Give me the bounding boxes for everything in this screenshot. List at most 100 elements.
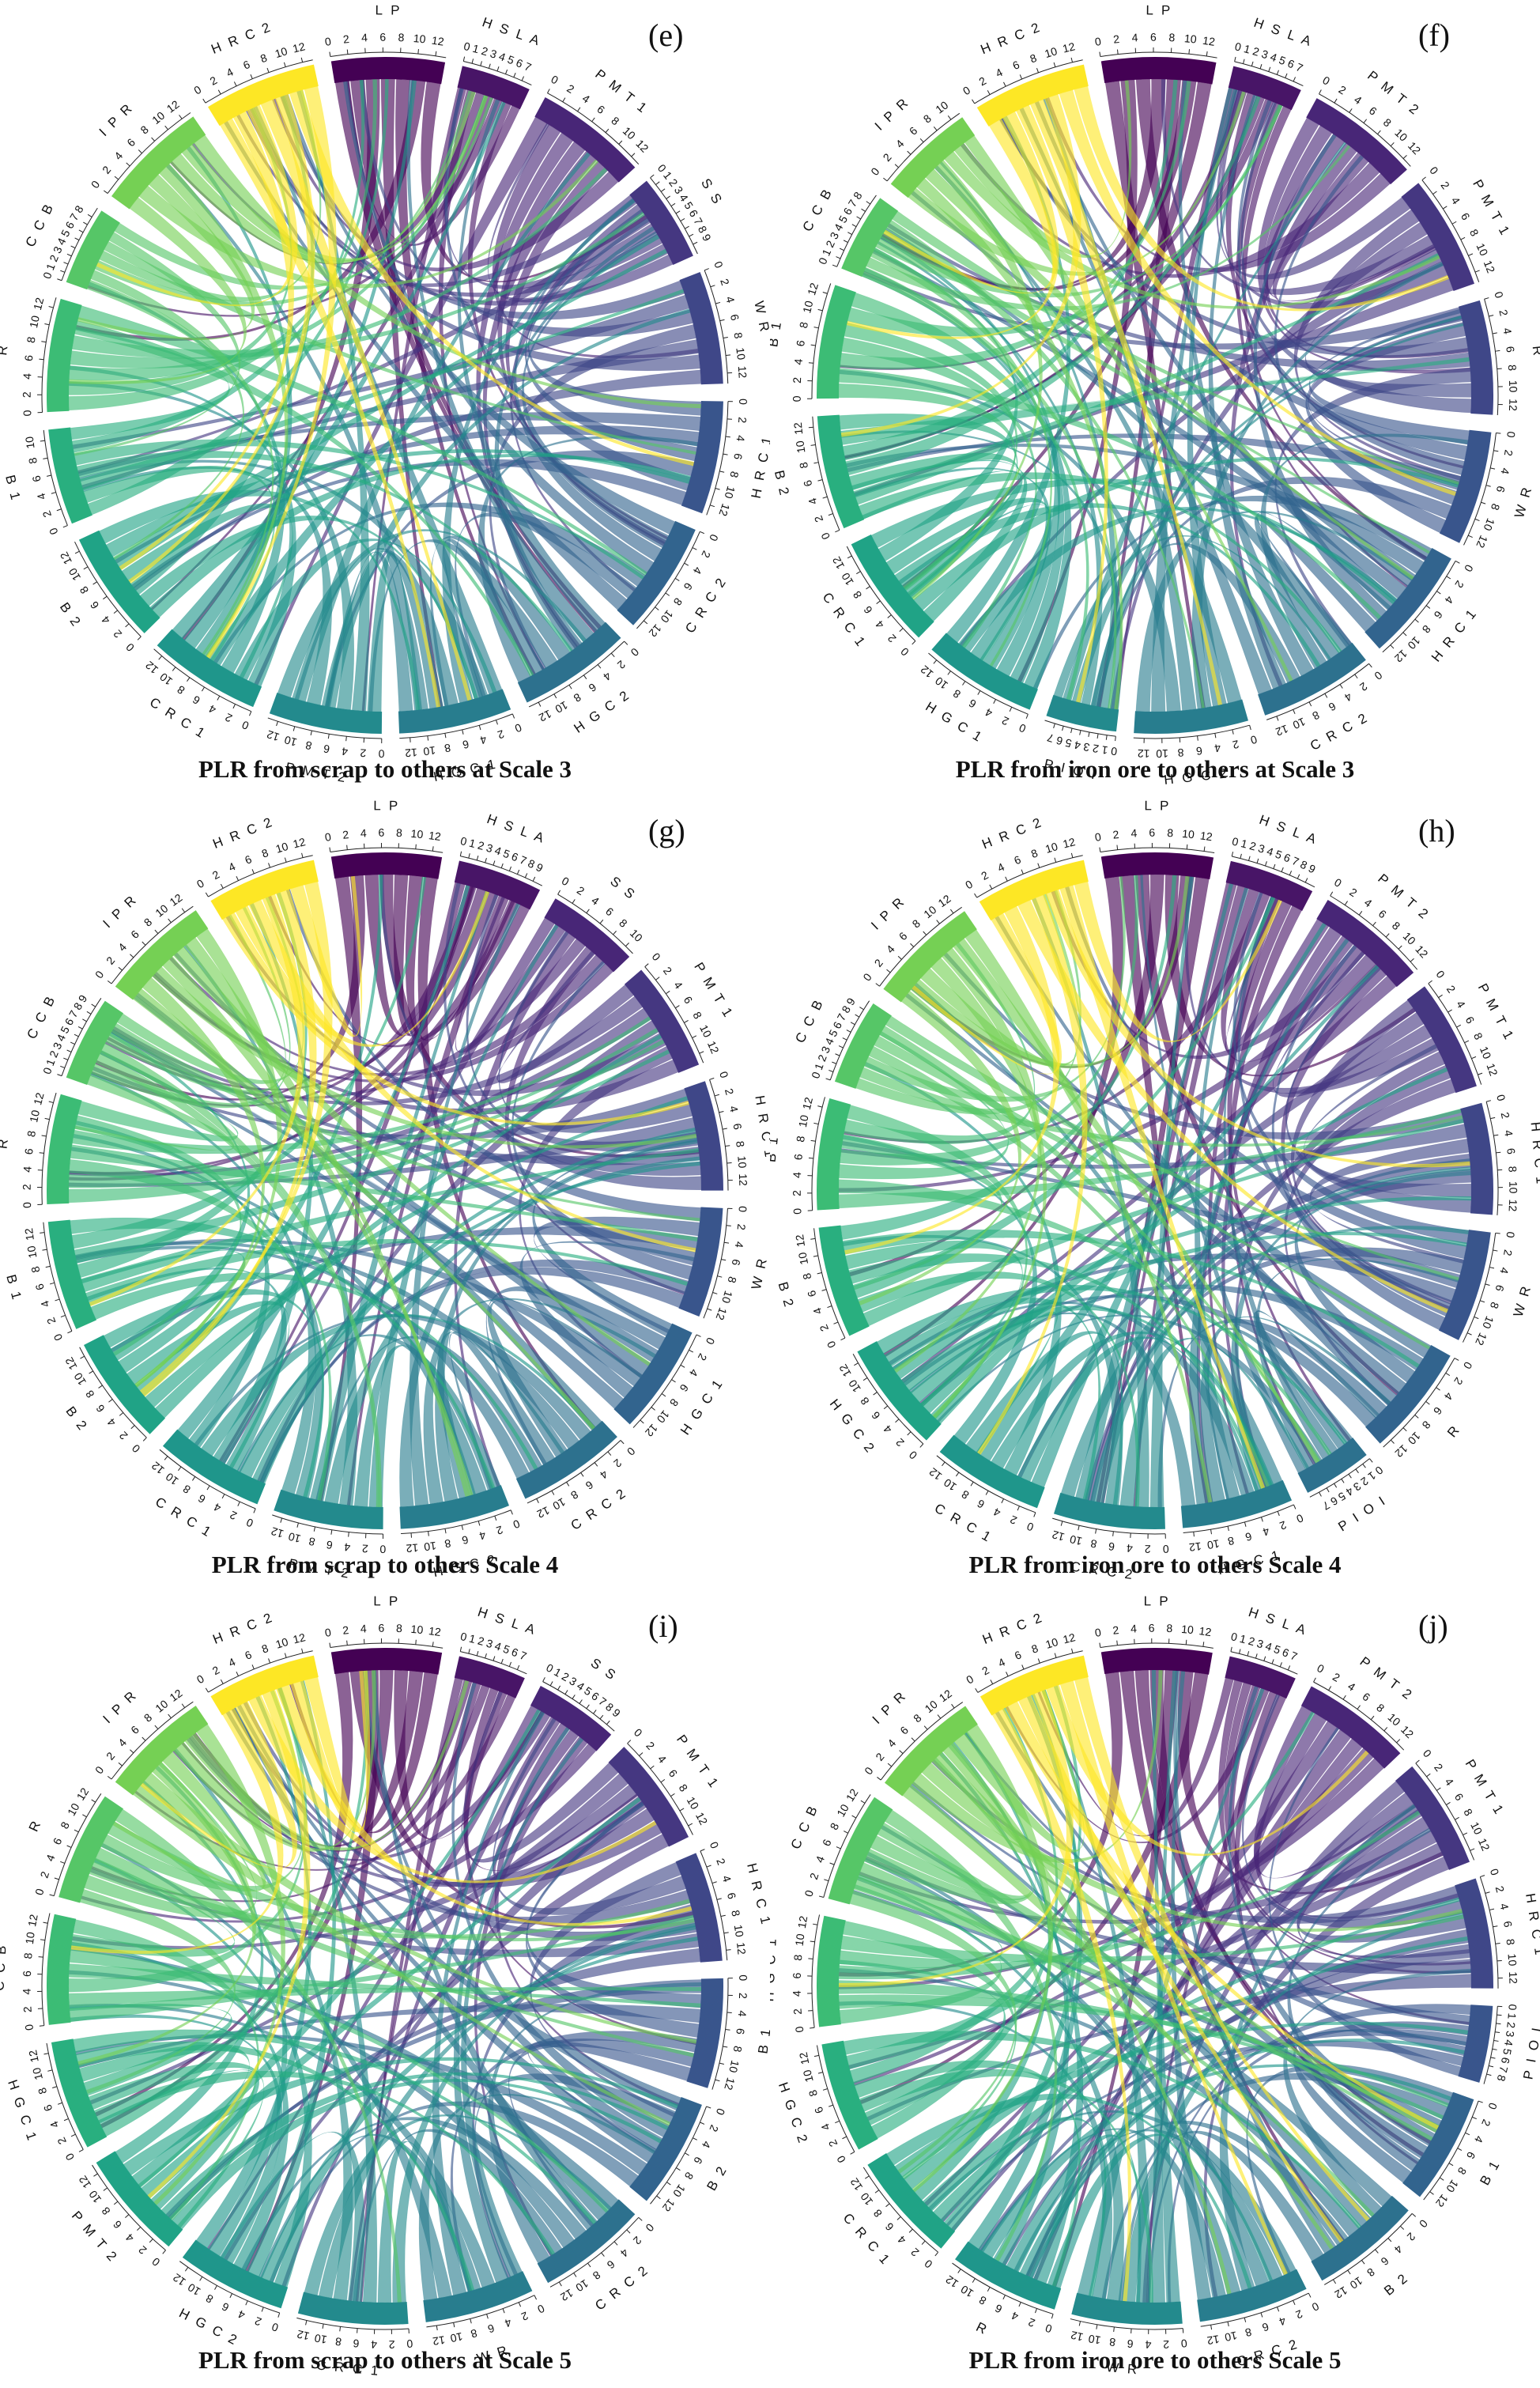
tick-hgc1 xyxy=(661,1393,666,1397)
tick-label-hgc1: 0 xyxy=(1294,1512,1305,1526)
tick-ccb xyxy=(855,1014,860,1018)
tick-b2 xyxy=(1375,2249,1379,2254)
tick-label-ipr: 0 xyxy=(862,1764,876,1777)
tick-label-hrc1: 12 xyxy=(716,502,732,518)
tick-label-hsla: 0 xyxy=(459,834,468,848)
tick-pmt2 xyxy=(1342,1695,1346,1700)
tick-label-b2: 6 xyxy=(801,478,814,488)
tick-label-hgc2: 2 xyxy=(893,1436,907,1449)
tick-label-hgc2: 10 xyxy=(800,2069,815,2084)
tick-pmt1 xyxy=(692,1035,697,1038)
tick-label-ipr: 4 xyxy=(111,149,125,163)
tick-label-hrc2: 6 xyxy=(1010,58,1021,72)
tick-label-pioi: 7 xyxy=(1497,2065,1510,2073)
tick-label-r: 8 xyxy=(1506,365,1519,372)
tick-wr xyxy=(436,2325,438,2331)
sector-lp xyxy=(1100,56,1217,85)
axis-line-ipr xyxy=(111,1701,194,1780)
chord-hrc2-to-b2 xyxy=(1018,1695,1344,2243)
tick-label-ipr: 6 xyxy=(896,929,910,943)
sector-label-ccb: C C B xyxy=(23,200,58,250)
tick-wr xyxy=(502,2308,505,2314)
tick-hsla xyxy=(488,63,491,69)
tick-label-wr: 10 xyxy=(734,347,748,361)
sector-label-wr: W R xyxy=(1511,1283,1534,1319)
tick-label-crc1: 10 xyxy=(157,671,175,688)
tick-ccb xyxy=(82,1018,87,1022)
tick-label-crc2: 4 xyxy=(1342,690,1354,705)
tick-hrc1 xyxy=(1485,1891,1490,1894)
tick-label-hrc1: 12 xyxy=(737,1173,749,1186)
sector-label-b2: B 2 xyxy=(1381,2269,1412,2299)
tick-label-b2: 12 xyxy=(1332,2284,1349,2301)
tick-label-crc2: 0 xyxy=(1310,2299,1321,2314)
tick-ccb xyxy=(66,253,72,257)
axis-line-hgc2 xyxy=(179,2261,280,2314)
tick-b2 xyxy=(685,2152,689,2156)
tick-label-crc1: 2 xyxy=(388,2338,394,2351)
axis-line-hgc1 xyxy=(928,652,1029,715)
tick-label-hsla: 0 xyxy=(1231,835,1240,848)
tick-label-pmt2: 10 xyxy=(86,2188,104,2205)
tick-b1 xyxy=(40,440,45,442)
tick-label-b1: 10 xyxy=(23,436,37,450)
tick-label-b2: 0 xyxy=(1417,2217,1430,2231)
tick-b2 xyxy=(828,513,833,516)
tick-pmt2 xyxy=(1370,1715,1375,1721)
axis-line-b2 xyxy=(812,416,840,531)
sector-hgc1 xyxy=(931,633,1038,710)
tick-ss xyxy=(666,195,670,199)
tick-lp xyxy=(1116,1640,1118,1646)
chord-ipr-to-hgc2 xyxy=(893,947,1042,1373)
sector-hsla xyxy=(1228,66,1301,111)
sector-pmt2 xyxy=(269,692,383,734)
tick-ccb xyxy=(851,1815,857,1819)
axis-line-crc2 xyxy=(1266,663,1369,720)
panel-letter: (j) xyxy=(1418,1608,1448,1644)
tick-ccb xyxy=(859,1007,864,1011)
tick-label-crc2: 4 xyxy=(1278,2314,1288,2329)
tick-hsla xyxy=(476,1650,479,1657)
tick-label-hgc2: 6 xyxy=(869,1409,882,1422)
tick-pmt2 xyxy=(313,1526,316,1532)
tick-ipr xyxy=(138,149,142,154)
tick-label-hgc2: 8 xyxy=(858,1395,872,1407)
tick-label-pmt1: 0 xyxy=(1433,968,1448,981)
tick-pmt2 xyxy=(1372,921,1376,927)
sector-label-lp: L P xyxy=(1146,2,1172,17)
tick-label-pmt1: 4 xyxy=(1454,999,1468,1011)
tick-pioi xyxy=(1070,727,1073,734)
tick-r xyxy=(54,1877,59,1880)
sector-label-hgc2: H G C 2 xyxy=(776,2080,811,2147)
axis-line-hsla xyxy=(460,1651,527,1675)
tick-label-hsla: 1 xyxy=(1240,837,1249,850)
tick-label-hgc1: 2 xyxy=(1278,1518,1288,1532)
tick-b1 xyxy=(1465,2132,1470,2136)
tick-label-b1: 8 xyxy=(797,320,810,329)
tick-label-crc1: 10 xyxy=(942,1476,959,1494)
tick-b1 xyxy=(813,1122,819,1125)
sector-label-hrc1: H R C 1 xyxy=(1527,1121,1540,1187)
tick-hgc2 xyxy=(835,2120,840,2124)
tick-label-b2: 0 xyxy=(130,1441,143,1455)
tick-crc2 xyxy=(580,1472,584,1477)
tick-pmt1 xyxy=(1442,206,1448,210)
tick-label-ccb: 0 xyxy=(40,270,55,281)
tick-label-hgc1: 0 xyxy=(1017,721,1027,735)
tick-b2 xyxy=(108,1399,113,1403)
tick-ccb xyxy=(38,1956,43,1958)
tick-hsla xyxy=(508,866,512,871)
tick-hgc2 xyxy=(583,674,587,679)
tick-hrc2 xyxy=(974,893,978,898)
panel-letter: (g) xyxy=(648,813,685,848)
axis-line-hgc2 xyxy=(1133,724,1250,739)
tick-label-hrc1: 12 xyxy=(1507,1199,1520,1211)
tick-label-lp: 10 xyxy=(1181,1623,1195,1636)
tick-hgc2 xyxy=(199,2277,203,2281)
tick-crc1 xyxy=(942,1461,946,1467)
tick-hsla xyxy=(532,876,536,882)
tick-pioi xyxy=(1495,2031,1500,2034)
tick-label-wr: 0 xyxy=(711,259,726,270)
tick-label-hgc1: 12 xyxy=(795,1914,810,1929)
